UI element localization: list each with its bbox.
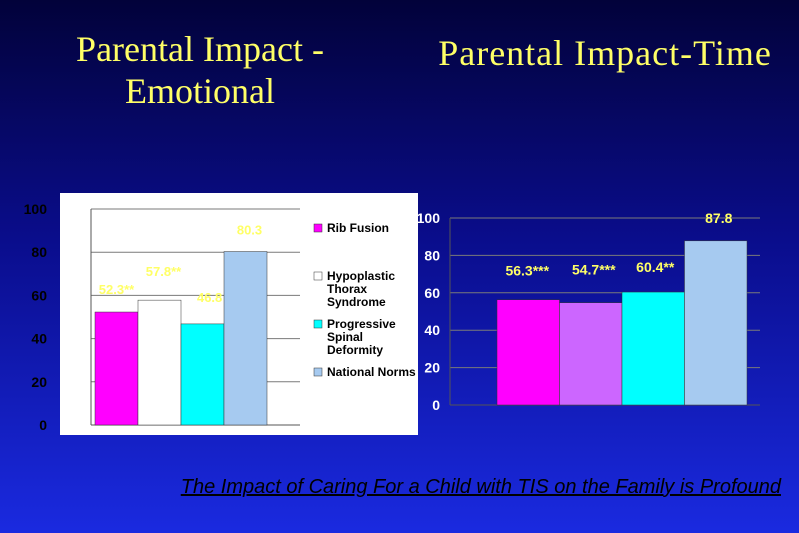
emotional-y-tick-label: 100 [24, 201, 48, 217]
emotional-legend: Rib Fusion Hypoplastic Thorax Syndrome Progr… [313, 221, 416, 379]
footer-caption: The Impact of Caring For a Child with TI… [180, 476, 781, 498]
emotional-data-label-4: 80.3 [237, 223, 262, 238]
emotional-bar-2 [137, 299, 182, 426]
emotional-bar-4 [223, 251, 268, 426]
legend-label-3: Progressive Spinal Deformity [327, 317, 396, 357]
legend-label-1: Rib Fusion [327, 221, 389, 235]
time-y-tick-label: 40 [424, 322, 440, 338]
time-y-tick-label: 100 [417, 210, 441, 226]
time-data-label-1: 56.3*** [505, 263, 549, 279]
legend-label-4: National Norms [327, 365, 416, 379]
footer-bar: The Impact of Caring For a Child with TI… [0, 476, 799, 499]
legend-label-line: Rib Fusion [327, 221, 389, 235]
legend-swatch-1 [313, 223, 323, 233]
emotional-y-tick-label: 40 [31, 331, 47, 347]
legend-label-2: Hypoplastic Thorax Syndrome [327, 269, 395, 309]
legend-label-line: Thorax [327, 282, 367, 296]
time-data-label-2: 54.7*** [572, 262, 616, 278]
legend-label-line: Spinal [327, 330, 363, 344]
time-y-tick-label: 80 [424, 247, 440, 263]
time-data-label-3: 60.4** [636, 259, 675, 275]
emotional-bar-1 [94, 311, 139, 426]
time-y-tick-label: 60 [424, 285, 440, 301]
emotional-y-tick-label: 20 [31, 374, 47, 390]
emotional-data-label-1: 52.3** [99, 282, 135, 297]
legend-label-line: Deformity [327, 343, 383, 357]
time-bar-3 [621, 291, 685, 406]
emotional-bar-3 [180, 323, 225, 426]
time-plot-area: 0 20 40 60 80 100 56.3*** 54.7*** 60.4** 87.8 [417, 210, 760, 413]
legend-swatch-2 [313, 271, 323, 281]
legend-label-line: National Norms [327, 365, 416, 379]
emotional-data-label-2: 57.8** [146, 264, 182, 279]
time-bar-1 [496, 299, 560, 406]
title-time: Parental Impact-Time [438, 33, 772, 73]
time-bar-4 [684, 240, 748, 406]
time-bar-2 [559, 302, 623, 406]
time-data-label-4: 87.8 [705, 210, 732, 226]
time-chart: 0 20 40 60 80 100 56.3*** 54.7*** 60.4** 87.8 [417, 210, 760, 413]
legend-swatch-3 [313, 319, 323, 329]
emotional-y-tick-label: 80 [31, 244, 47, 260]
legend-label-line: Syndrome [327, 295, 386, 309]
time-y-tick-label: 0 [432, 397, 440, 413]
time-y-tick-label: 20 [424, 360, 440, 376]
emotional-y-tick-label: 60 [31, 287, 47, 303]
legend-label-line: Progressive [327, 317, 396, 331]
legend-label-line: Hypoplastic [327, 269, 395, 283]
title-emotional: Parental Impact - Emotional [76, 29, 324, 111]
emotional-y-tick-label: 0 [39, 417, 47, 433]
legend-swatch-4 [313, 367, 323, 377]
